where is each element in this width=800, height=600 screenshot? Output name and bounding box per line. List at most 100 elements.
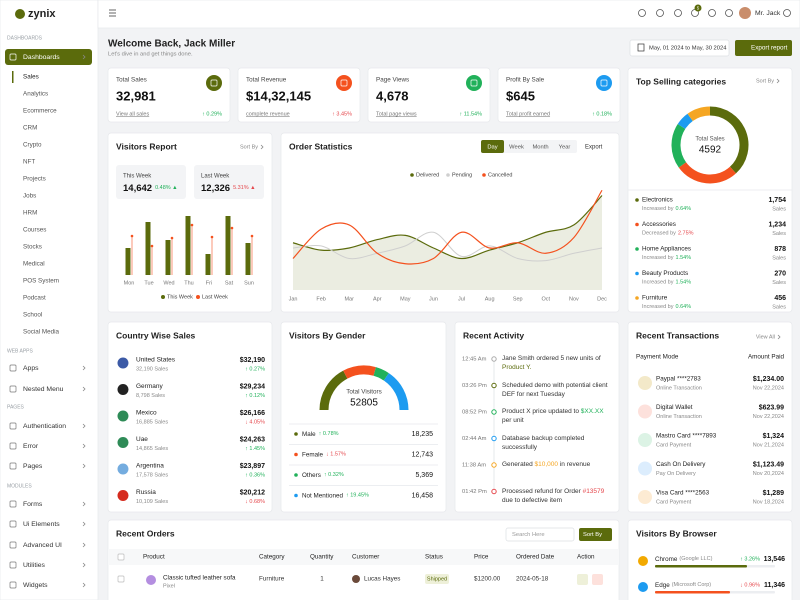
- legend-marker: [635, 247, 639, 251]
- search-box[interactable]: [505, 527, 575, 542]
- legend-label: Last Week: [202, 294, 228, 300]
- submenu-item[interactable]: Sales: [23, 74, 39, 81]
- menu-item[interactable]: Error: [23, 443, 39, 450]
- menu-item[interactable]: Pages: [23, 463, 43, 470]
- edit-button[interactable]: [592, 574, 603, 585]
- donut-segment: [709, 106, 749, 174]
- x-tick-label: Jun: [429, 296, 438, 302]
- column-header: Action: [577, 554, 595, 561]
- submenu-item[interactable]: Social Media: [23, 329, 60, 336]
- x-tick-label: Thu: [184, 280, 193, 286]
- menu-item[interactable]: Authentication: [23, 423, 66, 430]
- stat-link[interactable]: View all sales: [116, 111, 149, 117]
- menu-item[interactable]: Forms: [23, 501, 43, 508]
- bar: [125, 248, 131, 275]
- category-trend: Decreased by 2.75%: [642, 231, 694, 237]
- export-link[interactable]: Export: [585, 145, 603, 151]
- tab[interactable]: Week: [509, 145, 524, 151]
- order-statistics-card: [280, 132, 620, 313]
- stat-link[interactable]: complete revenue: [246, 111, 290, 117]
- payment-name: Digital Wallet: [656, 404, 693, 411]
- stat-title: Page Views: [376, 77, 409, 84]
- submenu-item[interactable]: School: [23, 312, 42, 319]
- view-button[interactable]: [577, 574, 588, 585]
- menu-item-active[interactable]: [5, 49, 92, 65]
- sort-dropdown[interactable]: Sort By: [240, 144, 258, 150]
- bar: [165, 240, 171, 275]
- menu-item[interactable]: Widgets: [23, 582, 48, 589]
- export-button[interactable]: [735, 40, 792, 56]
- checkbox[interactable]: [117, 553, 125, 561]
- submenu-item[interactable]: Medical: [23, 261, 45, 268]
- sort-dropdown[interactable]: Sort By: [756, 78, 774, 84]
- menu-section-label: MODULES: [7, 483, 32, 489]
- legend-marker: [294, 452, 298, 457]
- menu-item[interactable]: Nested Menu: [23, 386, 64, 393]
- submenu-item[interactable]: POS System: [23, 278, 59, 285]
- menu-item[interactable]: Dashboards: [23, 54, 60, 61]
- lollipop-dot: [150, 244, 154, 248]
- export-button-label[interactable]: Export report: [751, 45, 788, 52]
- submenu-item[interactable]: Jobs: [23, 193, 36, 200]
- menu-icon: [9, 500, 17, 508]
- legend-marker: [196, 295, 200, 299]
- tab[interactable]: Year: [559, 145, 571, 151]
- sort-button-label[interactable]: Sort By: [583, 532, 602, 538]
- submenu-item[interactable]: Crypto: [23, 142, 42, 149]
- submenu-item[interactable]: Projects: [23, 176, 46, 183]
- menu-item[interactable]: Advanced UI: [23, 542, 62, 549]
- activity-highlight: $10,000: [534, 461, 559, 468]
- submenu-item[interactable]: HRM: [23, 210, 37, 217]
- activity-time: 12:45 Am: [462, 357, 487, 363]
- menu-section-label: DASHBOARDS: [7, 35, 43, 41]
- tab[interactable]: Day: [487, 145, 497, 151]
- stat-change: ↑ 11.54%: [459, 111, 482, 117]
- stat-link[interactable]: Total profit earned: [506, 111, 550, 117]
- user-name[interactable]: Mr. Jack: [755, 10, 781, 17]
- activity-text-box: Scheduled demo with potential client DEF…: [502, 382, 608, 398]
- country-amount: $29,234: [240, 383, 265, 390]
- country-sales-count: 14,865 Sales: [136, 446, 168, 452]
- sort-button[interactable]: [579, 528, 612, 541]
- checkbox[interactable]: [117, 575, 125, 583]
- submenu-item[interactable]: Analytics: [23, 91, 48, 98]
- x-tick-label: Jan: [289, 296, 298, 302]
- browser-change: ↓ 0.96%: [740, 582, 760, 588]
- flag: [117, 410, 129, 422]
- submenu-item[interactable]: Podcast: [23, 295, 46, 302]
- gender-label: Female ↓ 1.57%: [302, 451, 346, 458]
- donut-segment: [677, 113, 693, 130]
- payment-date: Nov 22,2024: [753, 385, 784, 391]
- menu-item[interactable]: Apps: [23, 365, 39, 372]
- country-sales-card: [107, 321, 273, 513]
- date-picker[interactable]: [629, 39, 730, 57]
- tab[interactable]: Month: [532, 145, 548, 151]
- submenu-item[interactable]: CRM: [23, 125, 37, 132]
- gender-value: 12,743: [412, 451, 434, 458]
- submenu-item[interactable]: Stocks: [23, 244, 42, 251]
- stat-link[interactable]: Total page views: [376, 111, 417, 117]
- column-header: Quantity: [310, 554, 334, 561]
- gauge-segment: [383, 373, 409, 411]
- x-tick-label: Tue: [144, 280, 153, 286]
- activity-dot: [491, 382, 497, 389]
- browser-label: Edge (Microsoft Corp): [655, 582, 711, 589]
- activity-text-part: Product X price updated to: [502, 408, 581, 415]
- menu-item[interactable]: Utilities: [23, 562, 46, 569]
- chevron: [82, 501, 86, 507]
- view-all-link[interactable]: View All: [756, 334, 775, 340]
- activity-text-part: due to defective item: [502, 496, 562, 504]
- menu-item[interactable]: Ui Elements: [23, 521, 60, 528]
- submenu-item[interactable]: NFT: [23, 159, 35, 166]
- stat-icon-glyph: [470, 79, 478, 87]
- submenu-item[interactable]: Ecommerce: [23, 108, 57, 115]
- browser-change: ↑ 3.26%: [740, 556, 760, 562]
- submenu-item[interactable]: Courses: [23, 227, 46, 234]
- gender-change: ↑ 19.45%: [346, 493, 369, 499]
- lollipop-dot: [250, 234, 254, 238]
- column-header: Product: [143, 554, 165, 561]
- header: [97, 0, 800, 29]
- activity-time: 02:44 Am: [462, 436, 487, 442]
- trend-change: 0.64%: [676, 304, 692, 310]
- activity-highlight: #13579: [582, 487, 605, 495]
